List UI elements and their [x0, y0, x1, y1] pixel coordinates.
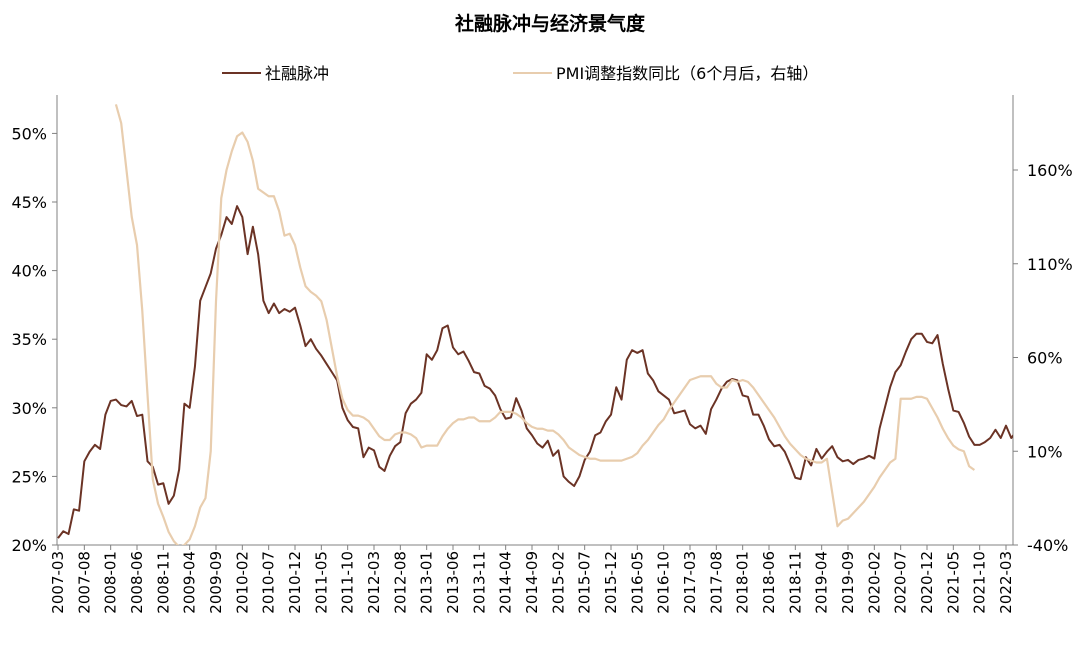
y-right-tick-label: -40%: [1027, 536, 1068, 555]
x-tick-label: 2007-03: [49, 551, 67, 614]
y-right-tick-label: 110%: [1027, 255, 1073, 274]
y-left-tick-label: 45%: [11, 193, 47, 212]
x-tick-label: 2016-05: [628, 551, 646, 614]
y-right-tick-label: 10%: [1027, 442, 1063, 461]
chart-title: 社融脉冲与经济景气度: [454, 12, 646, 35]
x-tick-label: 2008-06: [128, 551, 146, 614]
x-tick-label: 2012-08: [391, 551, 409, 614]
x-tick-label: 2020-07: [892, 551, 910, 614]
x-tick-label: 2010-07: [260, 551, 278, 614]
x-tick-label: 2015-07: [576, 551, 594, 614]
x-tick-label: 2015-12: [602, 551, 620, 614]
x-tick-label: 2017-03: [681, 551, 699, 614]
x-tick-label: 2012-03: [365, 551, 383, 614]
y-right-tick-label: 60%: [1027, 349, 1063, 368]
x-tick-label: 2011-05: [312, 551, 330, 614]
x-tick-label: 2020-02: [865, 551, 883, 614]
y-left-tick-label: 30%: [11, 399, 47, 418]
y-left-tick-label: 20%: [11, 536, 47, 555]
y-left-tick-label: 35%: [11, 330, 47, 349]
x-tick-label: 2018-11: [786, 551, 804, 614]
x-tick-label: 2008-11: [154, 551, 172, 614]
x-tick-label: 2008-01: [102, 551, 120, 614]
x-tick-label: 2016-10: [655, 551, 673, 614]
x-tick-label: 2013-11: [470, 551, 488, 614]
legend: 社融脉冲 PMI调整指数同比（6个月后，右轴）: [222, 64, 818, 83]
x-tick-label: 2010-12: [286, 551, 304, 614]
x-tick-label: 2011-10: [339, 551, 357, 614]
x-tick-label: 2019-04: [813, 551, 831, 614]
x-tick-label: 2018-01: [734, 551, 752, 614]
x-tick-label: 2015-02: [549, 551, 567, 614]
x-tick-label: 2009-09: [207, 551, 225, 614]
x-tick-label: 2021-05: [944, 551, 962, 614]
y-right-tick-label: 160%: [1027, 161, 1073, 180]
x-tick-label: 2007-08: [75, 551, 93, 614]
x-tick-label: 2022-03: [997, 551, 1015, 614]
x-tick-label: 2018-06: [760, 551, 778, 614]
series-line-2: [114, 104, 976, 545]
legend-label-series2: PMI调整指数同比（6个月后，右轴）: [556, 64, 818, 83]
x-tick-label: 2014-09: [523, 551, 541, 614]
x-tick-label: 2019-09: [839, 551, 857, 614]
x-tick-label: 2013-06: [444, 551, 462, 614]
x-tick-label: 2009-04: [181, 551, 199, 614]
x-tick-label: 2020-12: [918, 551, 936, 614]
y-left-tick-label: 50%: [11, 124, 47, 143]
legend-label-series1: 社融脉冲: [265, 64, 329, 83]
axes: 20% 25% 30% 35% 40% 45% 50% -40% 10% 60% 110% 160% 2…: [11, 95, 1073, 614]
y-left-tick-label: 40%: [11, 262, 47, 281]
x-tick-label: 2013-01: [418, 551, 436, 614]
y-left-tick-label: 25%: [11, 467, 47, 486]
series-line-1: [57, 205, 1013, 539]
x-tick-label: 2021-10: [971, 551, 989, 614]
x-tick-label: 2010-02: [233, 551, 251, 614]
x-tick-label: 2014-04: [497, 551, 515, 614]
x-tick-label: 2017-08: [707, 551, 725, 614]
series-layer: [57, 104, 1013, 545]
